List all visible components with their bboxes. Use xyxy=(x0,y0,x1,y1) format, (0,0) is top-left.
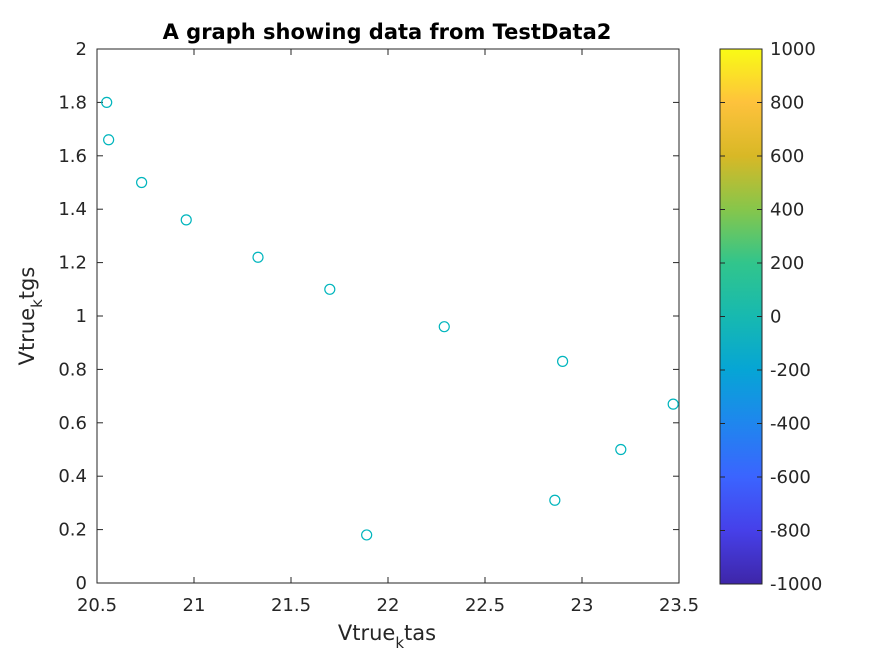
colorbar-tick-label: -800 xyxy=(770,521,811,542)
chart-title: A graph showing data from TestData2 xyxy=(163,20,612,44)
y-tick-label: 1.2 xyxy=(58,253,87,274)
x-tick-label: 23.5 xyxy=(659,595,699,616)
x-tick-label: 21 xyxy=(183,595,206,616)
colorbar-tick-label: -200 xyxy=(770,360,811,381)
y-tick-label: 0 xyxy=(76,573,87,594)
x-tick-label: 20.5 xyxy=(77,595,117,616)
plot-area: 20.5 21 21.5 22 22.5 23 23.5 0 0.2 0.4 0.6 0.8 1 1.2… xyxy=(58,39,699,616)
data-point xyxy=(438,321,450,333)
x-axis-label-subscript: k xyxy=(395,634,404,652)
data-point xyxy=(180,214,192,226)
y-tick-label: 2 xyxy=(76,39,87,60)
y-tick-label: 0.4 xyxy=(58,466,87,487)
colorbar-tick-label: -600 xyxy=(770,467,811,488)
data-point xyxy=(101,96,113,109)
colorbar-tick-label: 600 xyxy=(770,146,804,167)
x-axis-label: Vtruektas xyxy=(338,621,436,652)
colorbar-tick-label: 800 xyxy=(770,93,804,114)
data-point xyxy=(667,398,679,410)
y-axis-ticks: 0 0.2 0.4 0.6 0.8 1 1.2 1.4 1.6 1.8 2 xyxy=(58,39,679,594)
data-point xyxy=(549,494,561,506)
colorbar-tick-label: -400 xyxy=(770,414,811,435)
x-tick-label: 22.5 xyxy=(465,595,505,616)
data-point xyxy=(556,355,569,367)
y-tick-label: 1.6 xyxy=(58,146,87,167)
y-axis-label-suffix: tgs xyxy=(15,267,39,300)
y-tick-label: 0.2 xyxy=(58,520,87,541)
colorbar: -1000 -800 -600 -400 -200 0 200 400 600 800 1000 xyxy=(719,39,822,595)
colorbar-tick-label: 0 xyxy=(770,307,781,328)
colorbar-ticks: -1000 -800 -600 -400 -200 0 200 400 600 800 1000 xyxy=(720,39,822,595)
colorbar-tick-label: 1000 xyxy=(770,39,816,60)
x-tick-label: 23 xyxy=(571,595,594,616)
y-axis-label-subscript: k xyxy=(28,299,46,308)
data-points xyxy=(101,96,679,541)
axes-box xyxy=(96,48,680,584)
y-tick-label: 1.8 xyxy=(58,92,87,113)
x-tick-label: 21.5 xyxy=(271,595,311,616)
data-point xyxy=(361,529,373,541)
y-axis-label-base: Vtrue xyxy=(15,308,39,365)
colorbar-tick-label: 400 xyxy=(770,200,804,221)
colorbar-gradient xyxy=(719,48,763,585)
colorbar-tick-label: -1000 xyxy=(770,574,822,595)
y-tick-label: 1 xyxy=(76,306,87,327)
data-point xyxy=(615,443,627,456)
data-point xyxy=(103,134,115,146)
data-point xyxy=(136,176,148,189)
y-tick-label: 0.8 xyxy=(58,359,87,380)
x-axis-ticks: 20.5 21 21.5 22 22.5 23 23.5 xyxy=(77,49,699,616)
x-tick-label: 22 xyxy=(377,595,400,616)
data-point xyxy=(252,251,264,263)
colorbar-tick-label: 200 xyxy=(770,253,804,274)
x-axis-label-base: Vtrue xyxy=(338,621,395,645)
y-tick-label: 0.6 xyxy=(58,413,87,434)
y-axis-label: Vtruektgs xyxy=(15,267,46,366)
y-tick-label: 1.4 xyxy=(58,199,87,220)
data-point xyxy=(324,283,336,295)
x-axis-label-suffix: tas xyxy=(404,621,436,645)
